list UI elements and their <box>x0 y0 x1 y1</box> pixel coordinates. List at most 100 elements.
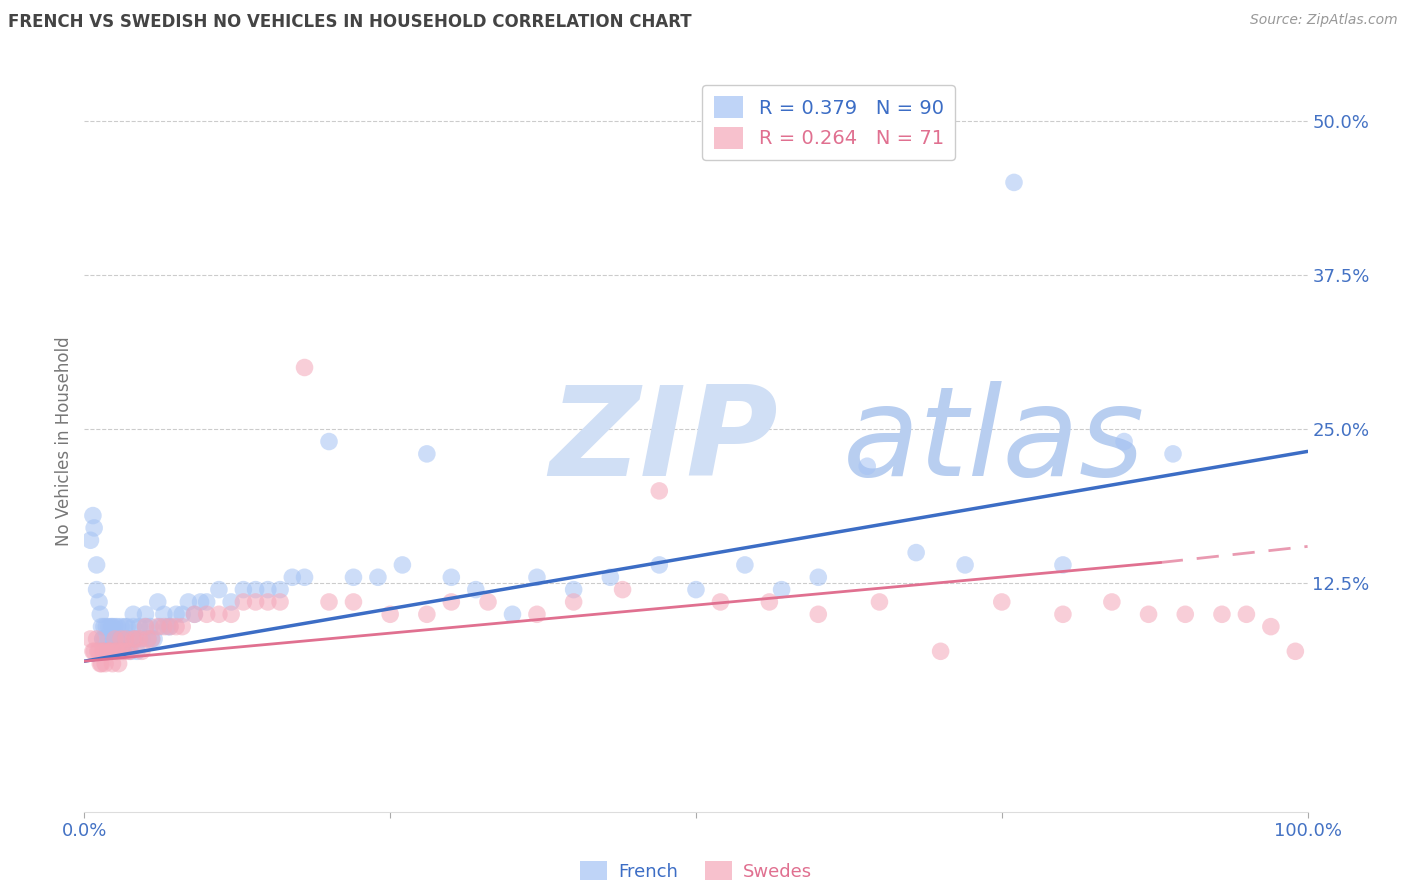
Point <box>526 570 548 584</box>
Point <box>104 619 127 633</box>
Point <box>648 558 671 572</box>
Point <box>117 632 139 646</box>
Point <box>1052 607 1074 622</box>
Point <box>294 570 316 584</box>
Point <box>440 570 463 584</box>
Point <box>90 657 112 671</box>
Point <box>112 644 135 658</box>
Point <box>97 644 120 658</box>
Point <box>97 619 120 633</box>
Point <box>104 632 127 646</box>
Y-axis label: No Vehicles in Household: No Vehicles in Household <box>55 336 73 547</box>
Point <box>118 644 141 658</box>
Point <box>86 558 108 572</box>
Point <box>122 607 145 622</box>
Point <box>135 607 157 622</box>
Point <box>125 644 148 658</box>
Point <box>318 595 340 609</box>
Point <box>111 644 134 658</box>
Point <box>294 360 316 375</box>
Point <box>105 644 128 658</box>
Point <box>807 570 830 584</box>
Point <box>929 644 952 658</box>
Point <box>1101 595 1123 609</box>
Point <box>128 619 150 633</box>
Point <box>118 632 141 646</box>
Point <box>111 632 134 646</box>
Point <box>110 619 132 633</box>
Point <box>190 595 212 609</box>
Point <box>105 619 128 633</box>
Point <box>83 521 105 535</box>
Point <box>318 434 340 449</box>
Text: Source: ZipAtlas.com: Source: ZipAtlas.com <box>1250 13 1398 28</box>
Point <box>685 582 707 597</box>
Point <box>114 619 136 633</box>
Point <box>440 595 463 609</box>
Point <box>807 607 830 622</box>
Point <box>135 619 157 633</box>
Point <box>125 632 148 646</box>
Point <box>110 632 132 646</box>
Point <box>131 632 153 646</box>
Point <box>1284 644 1306 658</box>
Point <box>136 632 159 646</box>
Point <box>143 632 166 646</box>
Point <box>122 632 145 646</box>
Point <box>87 644 110 658</box>
Point <box>1234 607 1257 622</box>
Point <box>367 570 389 584</box>
Point <box>501 607 523 622</box>
Point <box>89 607 111 622</box>
Point <box>91 644 114 658</box>
Point <box>599 570 621 584</box>
Point <box>245 595 267 609</box>
Text: FRENCH VS SWEDISH NO VEHICLES IN HOUSEHOLD CORRELATION CHART: FRENCH VS SWEDISH NO VEHICLES IN HOUSEHO… <box>8 13 692 31</box>
Point <box>104 632 127 646</box>
Point <box>391 558 413 572</box>
Point <box>172 619 194 633</box>
Point <box>165 607 187 622</box>
Point <box>758 595 780 609</box>
Point <box>526 607 548 622</box>
Point <box>86 582 108 597</box>
Point <box>245 582 267 597</box>
Point <box>149 619 172 633</box>
Point <box>139 619 162 633</box>
Point <box>100 644 122 658</box>
Point <box>83 644 105 658</box>
Point <box>153 619 176 633</box>
Point <box>219 595 242 609</box>
Point <box>115 619 138 633</box>
Point <box>208 582 231 597</box>
Point <box>257 595 280 609</box>
Point <box>103 632 125 646</box>
Point <box>612 582 634 597</box>
Point <box>856 459 879 474</box>
Point <box>98 644 121 658</box>
Point <box>112 644 135 658</box>
Point <box>416 447 439 461</box>
Point <box>91 632 114 646</box>
Point <box>110 632 132 646</box>
Point <box>86 632 108 646</box>
Point <box>905 546 928 560</box>
Point <box>105 644 128 658</box>
Point <box>87 644 110 658</box>
Point <box>128 632 150 646</box>
Point <box>416 607 439 622</box>
Point <box>281 570 304 584</box>
Point <box>342 595 364 609</box>
Point <box>183 607 205 622</box>
Point <box>107 632 129 646</box>
Point <box>141 632 163 646</box>
Point <box>464 582 486 597</box>
Point <box>146 619 169 633</box>
Legend: French, Swedes: French, Swedes <box>572 854 820 888</box>
Point <box>172 607 194 622</box>
Point <box>87 595 110 609</box>
Point <box>1052 558 1074 572</box>
Point <box>1260 619 1282 633</box>
Point <box>141 632 163 646</box>
Point <box>115 632 138 646</box>
